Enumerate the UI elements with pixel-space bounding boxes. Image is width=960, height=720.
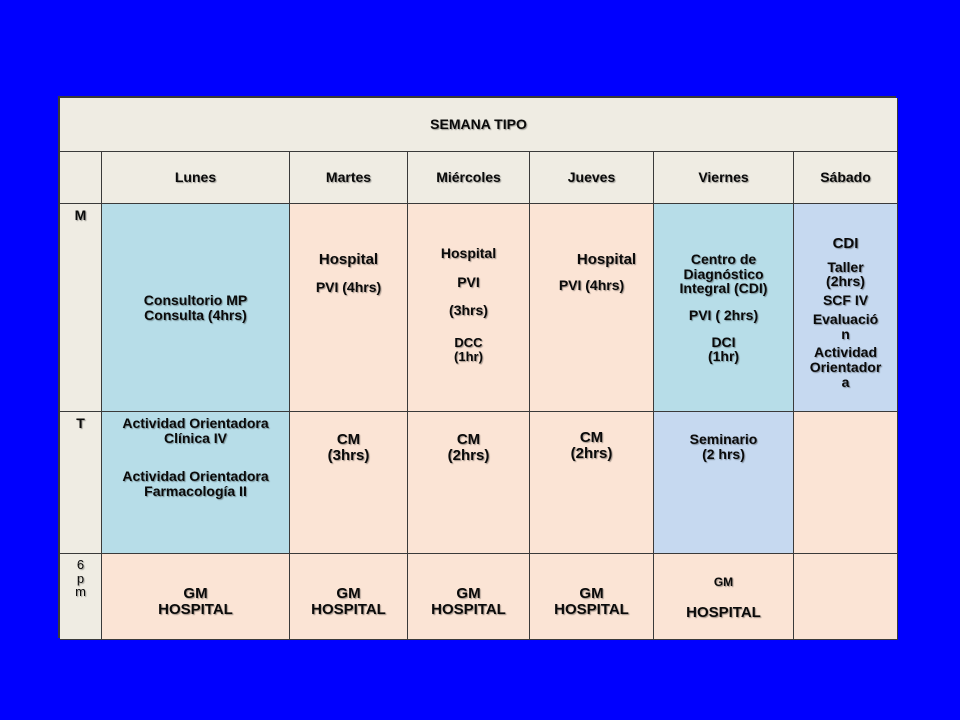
evening-sabado — [794, 554, 898, 640]
afternoon-martes-line: CM — [336, 431, 361, 448]
afternoon-lunes-line: Farmacología II — [144, 483, 247, 500]
morning-martes-line: Hospital — [318, 251, 379, 268]
title-text: SEMANA TIPO — [430, 116, 527, 133]
morning-miercoles: Hospital PVI (3hrs) DCC (1hr) — [408, 204, 530, 412]
row-label-6pm: 6 p m — [60, 554, 102, 640]
afternoon-viernes-line: Seminario — [689, 431, 758, 447]
header-corner — [60, 152, 102, 204]
header-lunes: Lunes — [102, 152, 290, 204]
row-label-t: T — [60, 412, 102, 554]
morning-miercoles-line: DCC — [454, 335, 483, 351]
evening-viernes-line: GM — [713, 575, 734, 589]
afternoon-lunes: Actividad Orientadora Clínica IV Activid… — [102, 412, 290, 554]
morning-miercoles-line: PVI — [457, 273, 480, 290]
afternoon-lunes-line: Actividad Orientadora — [122, 415, 269, 431]
afternoon-miercoles-line: (2hrs) — [447, 446, 490, 464]
morning-viernes-line: (1hr) — [707, 348, 740, 365]
morning-sabado-line: n — [841, 325, 850, 342]
morning-sabado-line: a — [841, 373, 850, 390]
morning-viernes-line: Diagnóstico — [683, 265, 764, 282]
morning-lunes: Consultorio MP Consulta (4hrs) — [102, 204, 290, 412]
afternoon-lunes-line: Actividad Orientadora — [122, 468, 269, 485]
afternoon-viernes-line: (2 hrs) — [702, 445, 745, 462]
afternoon-martes: CM (3hrs) — [290, 412, 408, 554]
afternoon-viernes: Seminario (2 hrs) — [654, 412, 794, 554]
row-label-m: M — [60, 204, 102, 412]
row-label-6pm-char: p — [76, 570, 85, 586]
schedule-table: SEMANA TIPO Lunes Martes Miércoles Jueve… — [58, 96, 898, 640]
morning-sabado-line: Taller — [827, 258, 864, 275]
morning-lunes-line: Consultorio MP — [143, 291, 248, 308]
table-title: SEMANA TIPO — [60, 98, 898, 152]
morning-viernes-line: Integral (CDI) — [679, 280, 768, 297]
morning-sabado-line: Orientador — [809, 358, 882, 375]
morning-sabado-line: Actividad — [813, 344, 877, 361]
evening-viernes-line: HOSPITAL — [686, 603, 761, 621]
morning-sabado: CDI Taller (2hrs) SCF IV Evaluació n Act… — [794, 204, 898, 412]
morning-martes-line: PVI (4hrs) — [315, 278, 382, 295]
header-jueves: Jueves — [530, 152, 654, 204]
evening-miercoles-line: HOSPITAL — [431, 600, 506, 618]
afternoon-martes-line: (3hrs) — [327, 446, 370, 464]
morning-viernes-line: DCI — [711, 333, 736, 350]
morning-viernes-line: Centro de — [690, 251, 757, 267]
evening-miercoles: GM HOSPITAL — [408, 554, 530, 640]
morning-jueves-line: PVI (4hrs) — [558, 276, 625, 293]
afternoon-lunes-line: Clínica IV — [163, 429, 228, 446]
row-label-6pm-char: m — [75, 584, 86, 600]
morning-sabado-line: Evaluació — [812, 310, 879, 327]
evening-martes: GM HOSPITAL — [290, 554, 408, 640]
afternoon-sabado — [794, 412, 898, 554]
evening-viernes: GM HOSPITAL — [654, 554, 794, 640]
morning-miercoles-line: (3hrs) — [449, 302, 488, 319]
morning-sabado-line: CDI — [832, 235, 859, 252]
afternoon-miercoles: CM (2hrs) — [408, 412, 530, 554]
morning-sabado-line: (2hrs) — [826, 273, 865, 290]
morning-miercoles-line: Hospital — [440, 245, 497, 261]
morning-lunes-line: Consulta (4hrs) — [144, 306, 247, 323]
header-viernes: Viernes — [654, 152, 794, 204]
afternoon-jueves: CM (2hrs) — [530, 412, 654, 554]
evening-martes-line: GM — [336, 585, 361, 602]
header-martes: Martes — [290, 152, 408, 204]
morning-sabado-line: SCF IV — [822, 292, 869, 309]
morning-jueves-line: Hospital — [576, 251, 637, 268]
evening-jueves-line: GM — [579, 585, 604, 602]
evening-lunes-line: GM — [183, 585, 208, 602]
evening-lunes-line: HOSPITAL — [158, 600, 233, 618]
evening-lunes: GM HOSPITAL — [102, 554, 290, 640]
afternoon-miercoles-line: CM — [456, 431, 481, 448]
row-label-6pm-char: 6 — [76, 557, 85, 572]
morning-jueves: Hospital PVI (4hrs) — [530, 204, 654, 412]
evening-jueves: GM HOSPITAL — [530, 554, 654, 640]
morning-miercoles-line: (1hr) — [454, 348, 483, 364]
header-miercoles: Miércoles — [408, 152, 530, 204]
morning-martes: Hospital PVI (4hrs) — [290, 204, 408, 412]
morning-viernes-line: PVI ( 2hrs) — [688, 307, 759, 324]
afternoon-jueves-line: CM — [579, 429, 604, 446]
morning-viernes: Centro de Diagnóstico Integral (CDI) PVI… — [654, 204, 794, 412]
evening-miercoles-line: GM — [456, 585, 481, 602]
header-sabado: Sábado — [794, 152, 898, 204]
evening-martes-line: HOSPITAL — [311, 600, 386, 618]
evening-jueves-line: HOSPITAL — [554, 600, 629, 618]
afternoon-jueves-line: (2hrs) — [570, 444, 613, 462]
